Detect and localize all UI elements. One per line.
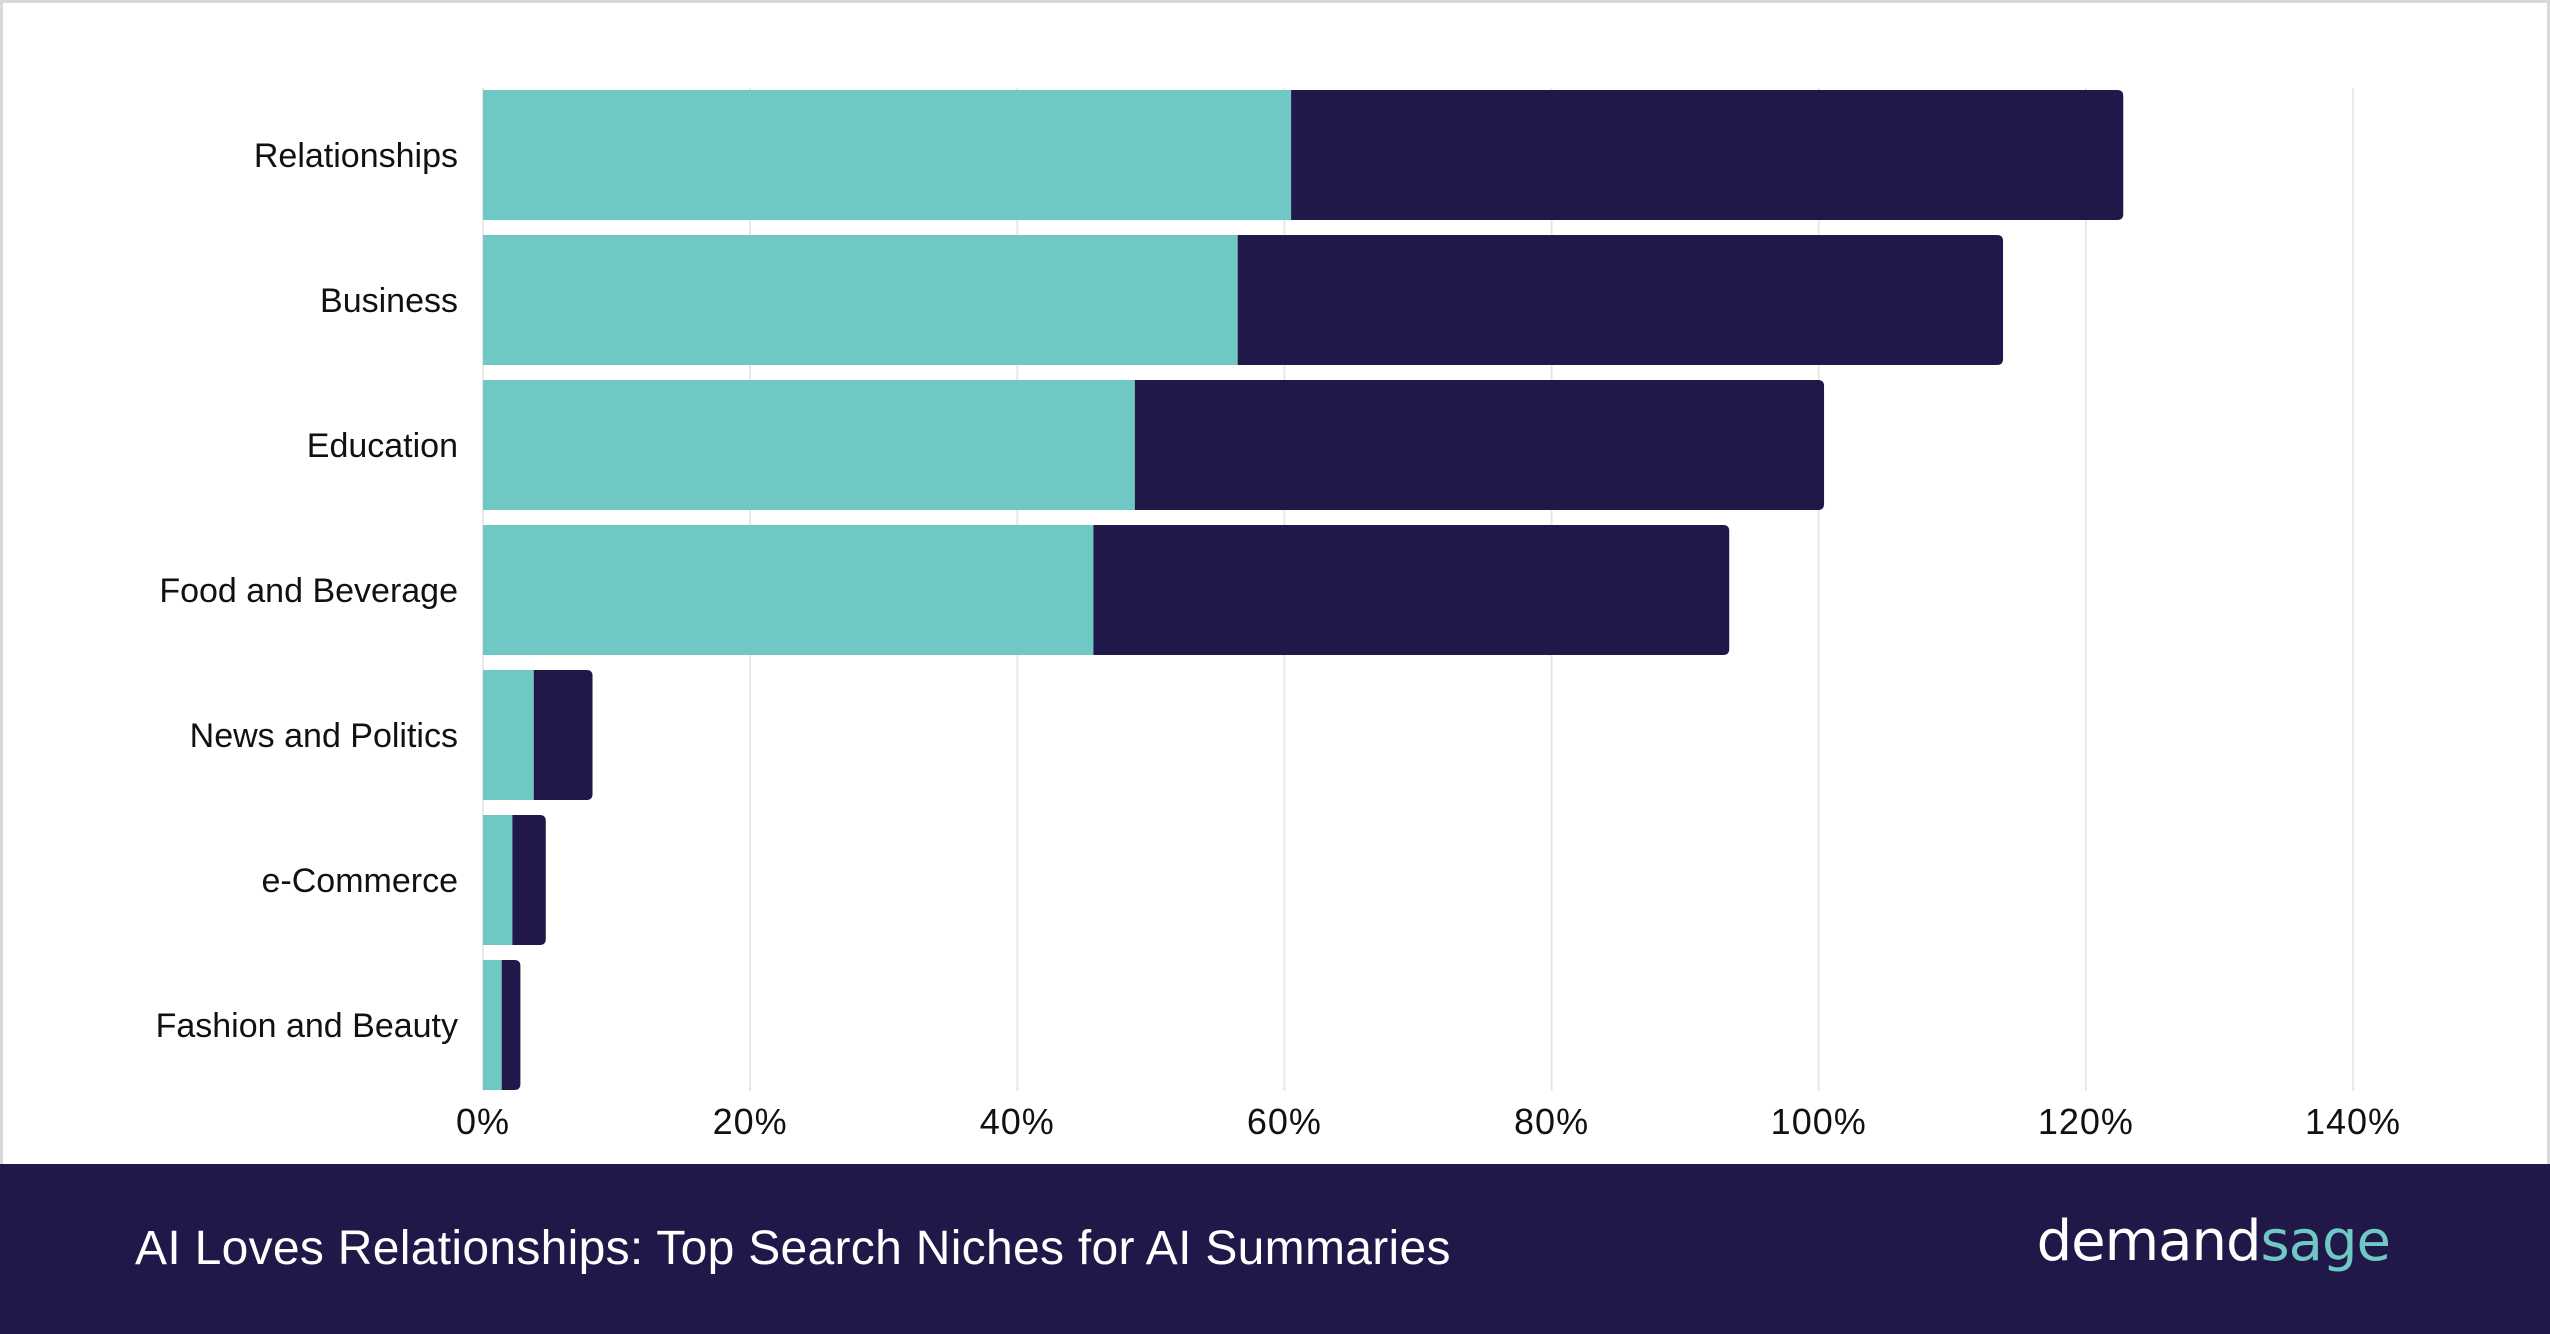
bar-segment [483,235,1238,365]
footer-banner: AI Loves Relationships: Top Search Niche… [0,1164,2550,1334]
x-tick-label: 20% [713,1101,788,1142]
x-tick-label: 0% [456,1101,510,1142]
bar-segment [533,670,593,800]
x-tick-label: 140% [2305,1101,2401,1142]
stacked-bar-chart: 0% 20% 40% 60% 80% 100% 120% 140% Relationships B… [156,88,2401,1142]
bar-segment [483,90,1292,220]
category-label: Education [307,427,458,465]
x-tick-label: 40% [980,1101,1055,1142]
x-tick-label: 100% [1771,1101,1867,1142]
bar-segment [483,960,502,1090]
x-tick-label: 80% [1514,1101,1589,1142]
bar-segment [483,670,534,800]
bar-segment [1134,380,1825,510]
x-tick-label: 60% [1247,1101,1322,1142]
bar-segment [501,960,521,1090]
brand-logo-part1: demand [2036,1209,2262,1274]
category-label: Food and Beverage [159,572,458,610]
brand-logo-part2: sage [2260,1209,2391,1274]
x-tick-label: 120% [2038,1101,2134,1142]
bar-segment [1093,525,1730,655]
category-label: e-Commerce [262,862,458,900]
category-label: Relationships [254,137,458,175]
bar-segment [1237,235,2004,365]
bar-segment [483,525,1094,655]
bar-segment [483,815,513,945]
chart-title: AI Loves Relationships: Top Search Niche… [135,1222,1451,1275]
category-label: Fashion and Beauty [156,1007,458,1045]
category-label: News and Politics [190,717,458,755]
bar-segment [1291,90,2124,220]
bar-segment [483,380,1135,510]
brand-logo: demandsage [2036,1164,2391,1320]
bar-segment [512,815,546,945]
chart-frame: 0% 20% 40% 60% 80% 100% 120% 140% Relationships B… [0,0,2550,1164]
category-label: Business [320,282,458,320]
